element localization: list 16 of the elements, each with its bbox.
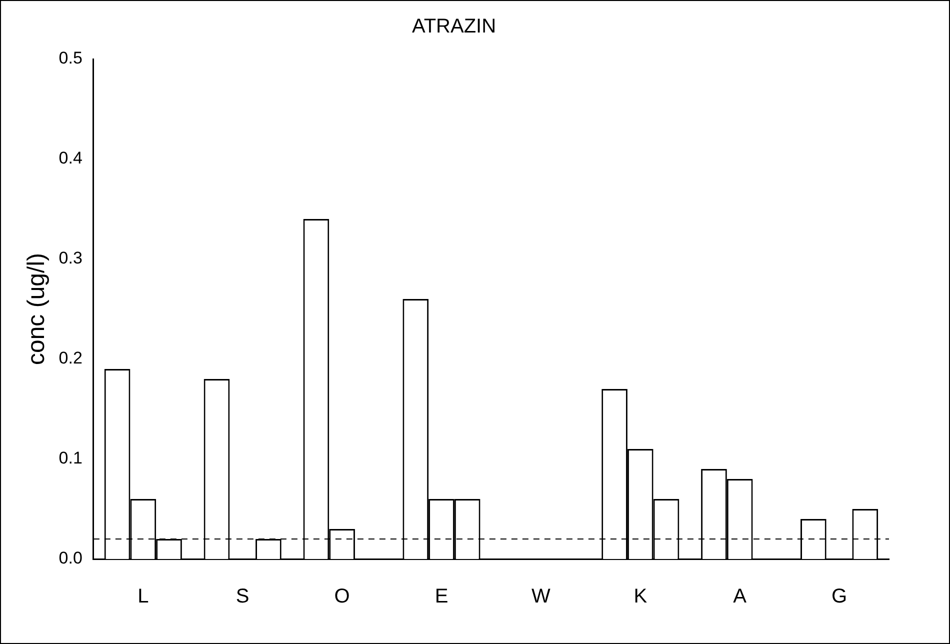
x-tick-label: W — [531, 586, 550, 608]
y-tick-label: 0.4 — [58, 148, 82, 168]
x-tick-label: O — [334, 586, 350, 608]
y-tick-label: 0.2 — [58, 348, 82, 368]
x-tick-label: S — [236, 586, 250, 608]
x-tick-label: A — [733, 586, 748, 608]
x-tick-label: G — [831, 586, 848, 608]
x-tick-label: E — [434, 586, 448, 608]
y-tick-label: 0.0 — [58, 548, 82, 568]
y-tick-label: 0.1 — [58, 448, 82, 468]
y-axis-title: conc (ug/l) — [23, 252, 50, 366]
y-tick-label: 0.3 — [58, 248, 82, 268]
x-tick-label: K — [634, 586, 648, 608]
chart-title: ATRAZIN — [412, 16, 496, 38]
y-tick-label: 0.5 — [58, 48, 82, 68]
x-tick-label: L — [138, 586, 149, 608]
